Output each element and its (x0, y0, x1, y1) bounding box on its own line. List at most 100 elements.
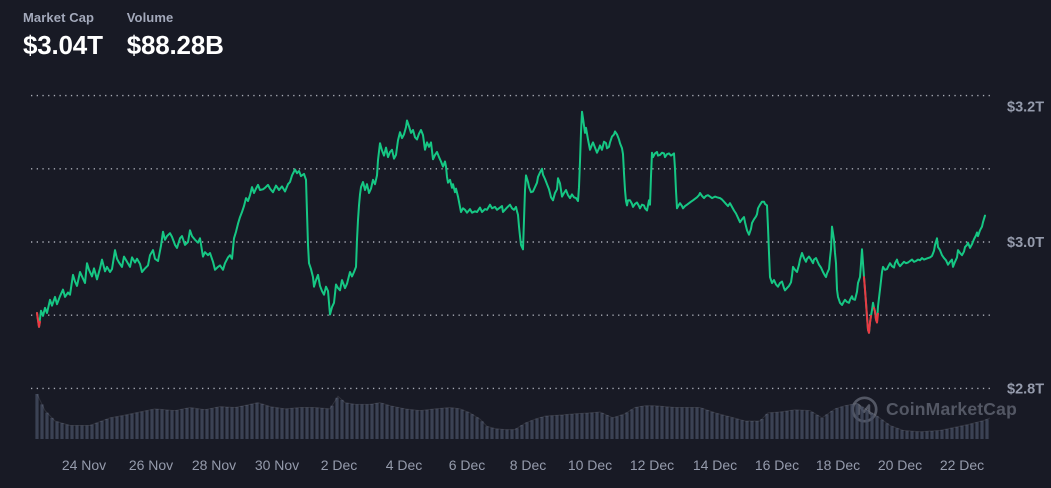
volume-bar (570, 414, 574, 439)
volume-bar (635, 407, 639, 439)
volume-bar (155, 409, 159, 439)
volume-bar (535, 418, 539, 439)
y-axis-label: $3.2T (1007, 100, 1044, 116)
volume-bar (670, 407, 674, 439)
volume-bar (585, 413, 589, 439)
volume-bar (475, 417, 479, 439)
volume-bar (855, 403, 859, 439)
volume-bar (980, 420, 984, 439)
volume-bar (610, 417, 614, 439)
volume-bar (605, 415, 609, 439)
volume-bar (50, 417, 54, 439)
volume-bar (875, 416, 879, 439)
volume-bar (180, 409, 184, 439)
volume-bar (815, 414, 819, 439)
volume-bar (985, 419, 989, 439)
volume-bar (355, 404, 359, 439)
volume-bar (280, 408, 284, 439)
volume-bar (720, 414, 724, 439)
volume-bar (530, 420, 534, 439)
volume-bar (125, 414, 129, 439)
volume-bar (400, 408, 404, 439)
volume-bar (740, 420, 744, 439)
volume-bar (525, 422, 529, 439)
volume-bar (935, 430, 939, 439)
volume-bar (625, 412, 629, 439)
volume-bar (545, 415, 549, 439)
volume-bar (495, 428, 499, 439)
volume-bar (115, 416, 119, 439)
market-cap-stat: Market Cap $3.04T (23, 10, 103, 61)
volume-bar (425, 409, 429, 439)
volume-bar (620, 414, 624, 439)
volume-bar (615, 416, 619, 439)
volume-bar (415, 410, 419, 439)
volume-bar (130, 413, 134, 439)
volume-bar (755, 421, 759, 439)
volume-bar (865, 410, 869, 439)
volume-bar (725, 416, 729, 439)
x-axis-label: 16 Dec (755, 457, 799, 473)
volume-bar (840, 406, 844, 439)
volume-bar (580, 413, 584, 439)
volume-bar (110, 417, 114, 439)
volume-bar (195, 408, 199, 439)
x-axis-label: 12 Dec (630, 457, 674, 473)
volume-bar (230, 407, 234, 439)
volume-bar (730, 417, 734, 439)
volume-bar (45, 412, 49, 439)
market-cap-value: $3.04T (23, 30, 103, 60)
volume-bar (255, 402, 259, 439)
volume-bar (430, 409, 434, 439)
volume-bar (360, 404, 364, 439)
volume-bar (880, 419, 884, 439)
volume-bar (555, 415, 559, 439)
volume-bar (665, 406, 669, 439)
volume-bar (785, 410, 789, 439)
volume-bar (660, 406, 664, 439)
volume-bar (225, 407, 229, 439)
volume-bar (35, 394, 39, 439)
volume-bar (835, 408, 839, 439)
volume-bar (595, 412, 599, 439)
volume-bar (295, 407, 299, 439)
volume-bar (380, 403, 384, 439)
volume-bar (315, 407, 319, 439)
volume-bar (515, 428, 519, 439)
volume-bar (190, 407, 194, 439)
volume-bar (505, 429, 509, 439)
volume-bar (140, 411, 144, 439)
volume-bar (440, 408, 444, 439)
volume-bar (100, 420, 104, 439)
volume-bar (870, 413, 874, 439)
volume-bar (890, 426, 894, 439)
volume-bar (95, 422, 99, 439)
volume-bar (850, 404, 854, 439)
volume-bar (450, 407, 454, 439)
x-axis-label: 10 Dec (568, 457, 612, 473)
volume-bar (770, 412, 774, 439)
volume-bar (200, 409, 204, 439)
volume-bar (240, 406, 244, 439)
x-axis-label: 26 Nov (129, 457, 173, 473)
volume-bar (55, 421, 59, 439)
volume-bar (540, 417, 544, 439)
volume-bar (465, 411, 469, 439)
volume-bar (330, 405, 334, 439)
volume-bar (940, 430, 944, 439)
volume-bar (805, 410, 809, 439)
volume-bar (970, 423, 974, 439)
volume-value: $88.28B (126, 30, 224, 60)
header-stats: Market Cap $3.04T Volume $88.28B (23, 10, 224, 61)
volume-bar (905, 430, 909, 439)
volume-bar (765, 413, 769, 439)
volume-bar (930, 431, 934, 439)
volume-bar (680, 407, 684, 439)
volume-bar (265, 405, 269, 439)
volume-bar (285, 408, 289, 439)
volume-bar (735, 418, 739, 439)
volume-bar (395, 407, 399, 439)
volume-bar (60, 423, 64, 439)
volume-bar (90, 424, 94, 439)
